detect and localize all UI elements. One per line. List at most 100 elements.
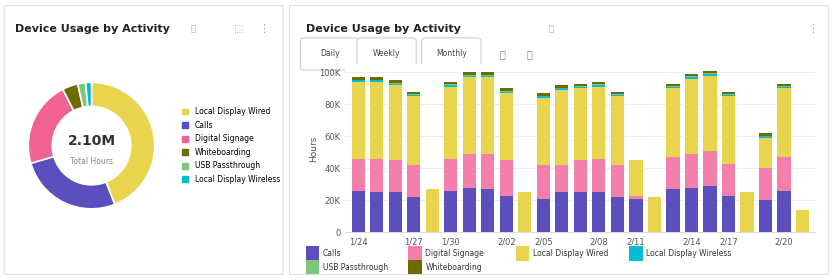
Wedge shape bbox=[31, 157, 115, 209]
Bar bbox=[703, 76, 716, 151]
Bar bbox=[703, 74, 716, 76]
Bar bbox=[463, 75, 476, 76]
Bar bbox=[721, 95, 735, 96]
Bar bbox=[573, 86, 587, 87]
Y-axis label: Hours: Hours bbox=[309, 135, 318, 162]
Bar bbox=[352, 191, 365, 232]
Bar bbox=[573, 84, 587, 86]
Bar bbox=[777, 157, 790, 191]
Bar bbox=[463, 73, 476, 75]
Bar bbox=[407, 92, 420, 94]
Bar bbox=[629, 160, 642, 196]
Bar bbox=[611, 197, 624, 232]
Bar bbox=[759, 133, 772, 136]
Bar bbox=[444, 85, 458, 87]
Bar bbox=[500, 93, 513, 160]
Bar bbox=[352, 77, 365, 80]
Bar bbox=[537, 165, 550, 199]
Bar bbox=[573, 160, 587, 192]
Bar bbox=[407, 197, 420, 232]
Bar bbox=[370, 80, 384, 82]
Text: 2.10M: 2.10M bbox=[67, 134, 116, 148]
Bar bbox=[777, 88, 790, 157]
Bar bbox=[481, 189, 494, 232]
Text: ⋮: ⋮ bbox=[807, 24, 818, 34]
Text: ⓘ: ⓘ bbox=[191, 24, 196, 33]
Bar bbox=[666, 84, 680, 86]
Text: 📊: 📊 bbox=[527, 49, 532, 59]
Bar bbox=[463, 77, 476, 154]
Bar bbox=[573, 192, 587, 232]
Bar bbox=[666, 87, 680, 88]
Bar bbox=[444, 84, 458, 85]
Text: Device Usage by Activity: Device Usage by Activity bbox=[15, 24, 171, 34]
Legend: Local Display Wired, Calls, Digital Signage, Whiteboarding, USB Passthrough, Loc: Local Display Wired, Calls, Digital Sign… bbox=[182, 107, 280, 184]
Bar bbox=[611, 95, 624, 96]
Bar bbox=[389, 160, 402, 192]
Bar bbox=[463, 76, 476, 77]
Bar bbox=[389, 85, 402, 160]
Text: 📈: 📈 bbox=[500, 49, 506, 59]
Bar bbox=[685, 79, 698, 154]
Bar bbox=[629, 196, 642, 199]
Bar bbox=[592, 159, 606, 192]
Wedge shape bbox=[77, 83, 88, 107]
Bar bbox=[611, 96, 624, 165]
Wedge shape bbox=[28, 89, 74, 163]
Bar bbox=[592, 84, 606, 85]
Text: Total Hours: Total Hours bbox=[70, 157, 113, 166]
Bar bbox=[555, 85, 568, 88]
Bar bbox=[518, 192, 532, 232]
Bar bbox=[777, 84, 790, 86]
Bar bbox=[463, 188, 476, 232]
Bar bbox=[409, 260, 422, 274]
Wedge shape bbox=[86, 82, 92, 107]
Bar bbox=[666, 157, 680, 189]
Bar bbox=[500, 196, 513, 232]
Bar bbox=[592, 82, 606, 84]
Bar bbox=[740, 192, 754, 232]
Bar bbox=[685, 77, 698, 79]
Bar bbox=[573, 88, 587, 160]
Bar bbox=[721, 96, 735, 164]
Text: ⓘ: ⓘ bbox=[548, 24, 553, 33]
Bar bbox=[685, 154, 698, 188]
Bar bbox=[389, 83, 402, 84]
Bar bbox=[407, 165, 420, 197]
Bar bbox=[481, 154, 494, 189]
Bar bbox=[611, 165, 624, 197]
Bar bbox=[389, 192, 402, 232]
Bar bbox=[500, 91, 513, 92]
Bar bbox=[592, 192, 606, 232]
Bar bbox=[555, 165, 568, 192]
Bar bbox=[537, 95, 550, 96]
Bar bbox=[629, 246, 642, 261]
Bar bbox=[407, 96, 420, 165]
Text: Device Usage by Activity: Device Usage by Activity bbox=[305, 24, 461, 34]
Bar bbox=[370, 82, 384, 159]
Bar bbox=[370, 159, 384, 192]
Bar bbox=[721, 196, 735, 232]
Bar bbox=[573, 87, 587, 88]
Bar bbox=[537, 98, 550, 165]
Bar bbox=[555, 192, 568, 232]
Text: Digital Signage: Digital Signage bbox=[425, 249, 484, 258]
Text: Monthly: Monthly bbox=[436, 50, 467, 59]
Bar bbox=[703, 186, 716, 232]
Bar bbox=[444, 159, 458, 191]
Bar bbox=[500, 88, 513, 91]
Bar bbox=[537, 199, 550, 232]
Bar bbox=[305, 246, 319, 261]
Bar bbox=[666, 88, 680, 157]
Bar bbox=[777, 87, 790, 88]
Text: USB Passthrough: USB Passthrough bbox=[323, 263, 388, 272]
Bar bbox=[759, 168, 772, 200]
Text: Calls: Calls bbox=[323, 249, 341, 258]
Bar bbox=[703, 73, 716, 74]
Bar bbox=[389, 80, 402, 83]
Bar bbox=[703, 71, 716, 73]
Bar bbox=[555, 90, 568, 165]
Bar bbox=[666, 86, 680, 87]
Bar bbox=[352, 159, 365, 191]
Text: Whiteboarding: Whiteboarding bbox=[425, 263, 482, 272]
